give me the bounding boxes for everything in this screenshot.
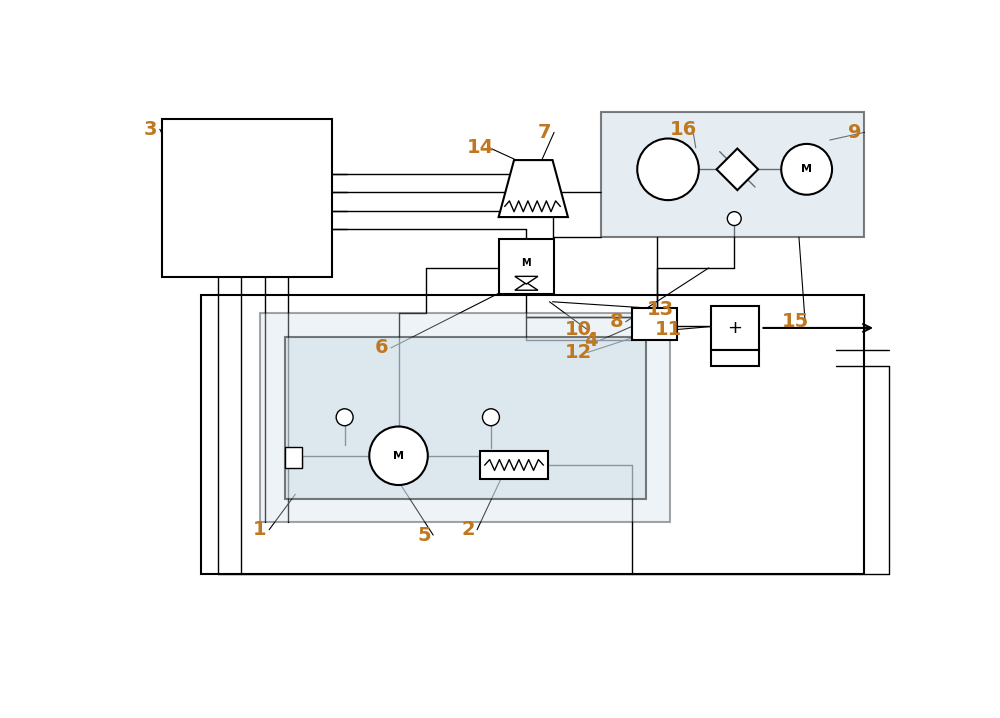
Circle shape bbox=[637, 139, 699, 200]
Circle shape bbox=[369, 426, 428, 485]
Text: 10: 10 bbox=[564, 320, 591, 339]
Text: 6: 6 bbox=[375, 338, 388, 358]
Text: 14: 14 bbox=[467, 139, 494, 157]
Text: 15: 15 bbox=[782, 312, 809, 331]
Circle shape bbox=[482, 409, 499, 426]
Polygon shape bbox=[515, 276, 538, 284]
Text: 11: 11 bbox=[654, 320, 682, 339]
Text: 13: 13 bbox=[647, 300, 674, 319]
Polygon shape bbox=[717, 149, 758, 190]
Bar bbox=[260, 312, 670, 522]
Text: 4: 4 bbox=[584, 331, 598, 350]
Text: 8: 8 bbox=[610, 312, 623, 331]
Bar bbox=[162, 119, 332, 277]
Text: +: + bbox=[728, 319, 743, 337]
Polygon shape bbox=[515, 282, 538, 290]
Text: 7: 7 bbox=[538, 123, 552, 142]
Text: M: M bbox=[393, 451, 404, 461]
Bar bbox=[711, 350, 759, 365]
Text: 3: 3 bbox=[144, 120, 157, 139]
Text: M: M bbox=[522, 258, 531, 269]
Bar bbox=[201, 295, 864, 574]
Circle shape bbox=[727, 212, 741, 225]
Circle shape bbox=[781, 144, 832, 195]
Bar bbox=[499, 238, 554, 294]
Circle shape bbox=[336, 409, 353, 426]
Bar bbox=[632, 308, 677, 340]
Bar bbox=[285, 447, 302, 468]
Bar bbox=[601, 112, 864, 237]
Text: 2: 2 bbox=[461, 520, 475, 539]
Bar bbox=[711, 307, 759, 350]
Bar bbox=[285, 337, 646, 499]
Text: 5: 5 bbox=[417, 526, 431, 544]
Text: 12: 12 bbox=[564, 343, 592, 362]
Polygon shape bbox=[499, 160, 568, 217]
Bar bbox=[480, 451, 548, 479]
Text: 16: 16 bbox=[670, 120, 697, 139]
Text: M: M bbox=[801, 164, 812, 174]
Text: 1: 1 bbox=[253, 520, 267, 539]
Text: 9: 9 bbox=[848, 123, 862, 142]
